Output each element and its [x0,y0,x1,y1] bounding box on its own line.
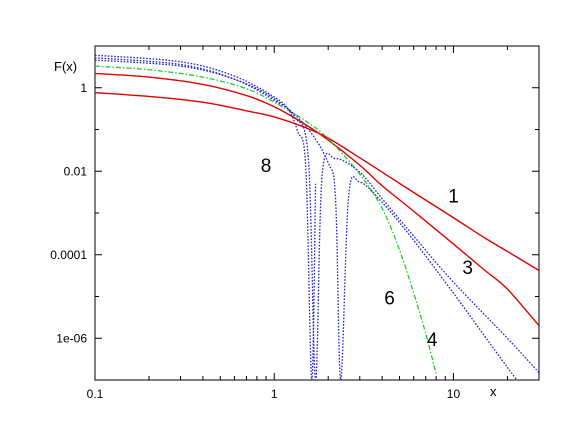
axis-ticks: 0.1 1 10 1 0.01 0.0001 1e-06 [50,46,539,401]
y-tick-label: 1 [80,81,87,95]
y-tick-label: 0.01 [64,164,88,178]
y-tick-label: 1e-06 [56,331,87,345]
curve-label-3: 3 [462,258,473,279]
series-curve-1 [95,92,539,272]
series-curve-6 [95,59,518,380]
series-curve-3 [95,72,539,327]
curve-label-6: 6 [384,288,395,309]
x-tick-label: 10 [447,387,461,401]
curves [95,54,539,380]
x-axis-label: x [490,384,497,399]
curve-labels: 1 3 8 6 4 [261,156,473,351]
curve-label-8: 8 [261,156,272,177]
series-curve-8 [95,54,317,380]
series-curve-4 [95,65,437,375]
curve-label-4: 4 [427,330,438,351]
y-axis-label: F(x) [54,59,77,74]
y-tick-label: 0.0001 [50,248,87,262]
plot-frame [94,45,540,381]
x-tick-label: 1 [271,387,278,401]
x-tick-label: 0.1 [87,387,104,401]
series-curve-unlabeled-4 [95,57,539,380]
curve-label-1: 1 [448,186,459,207]
